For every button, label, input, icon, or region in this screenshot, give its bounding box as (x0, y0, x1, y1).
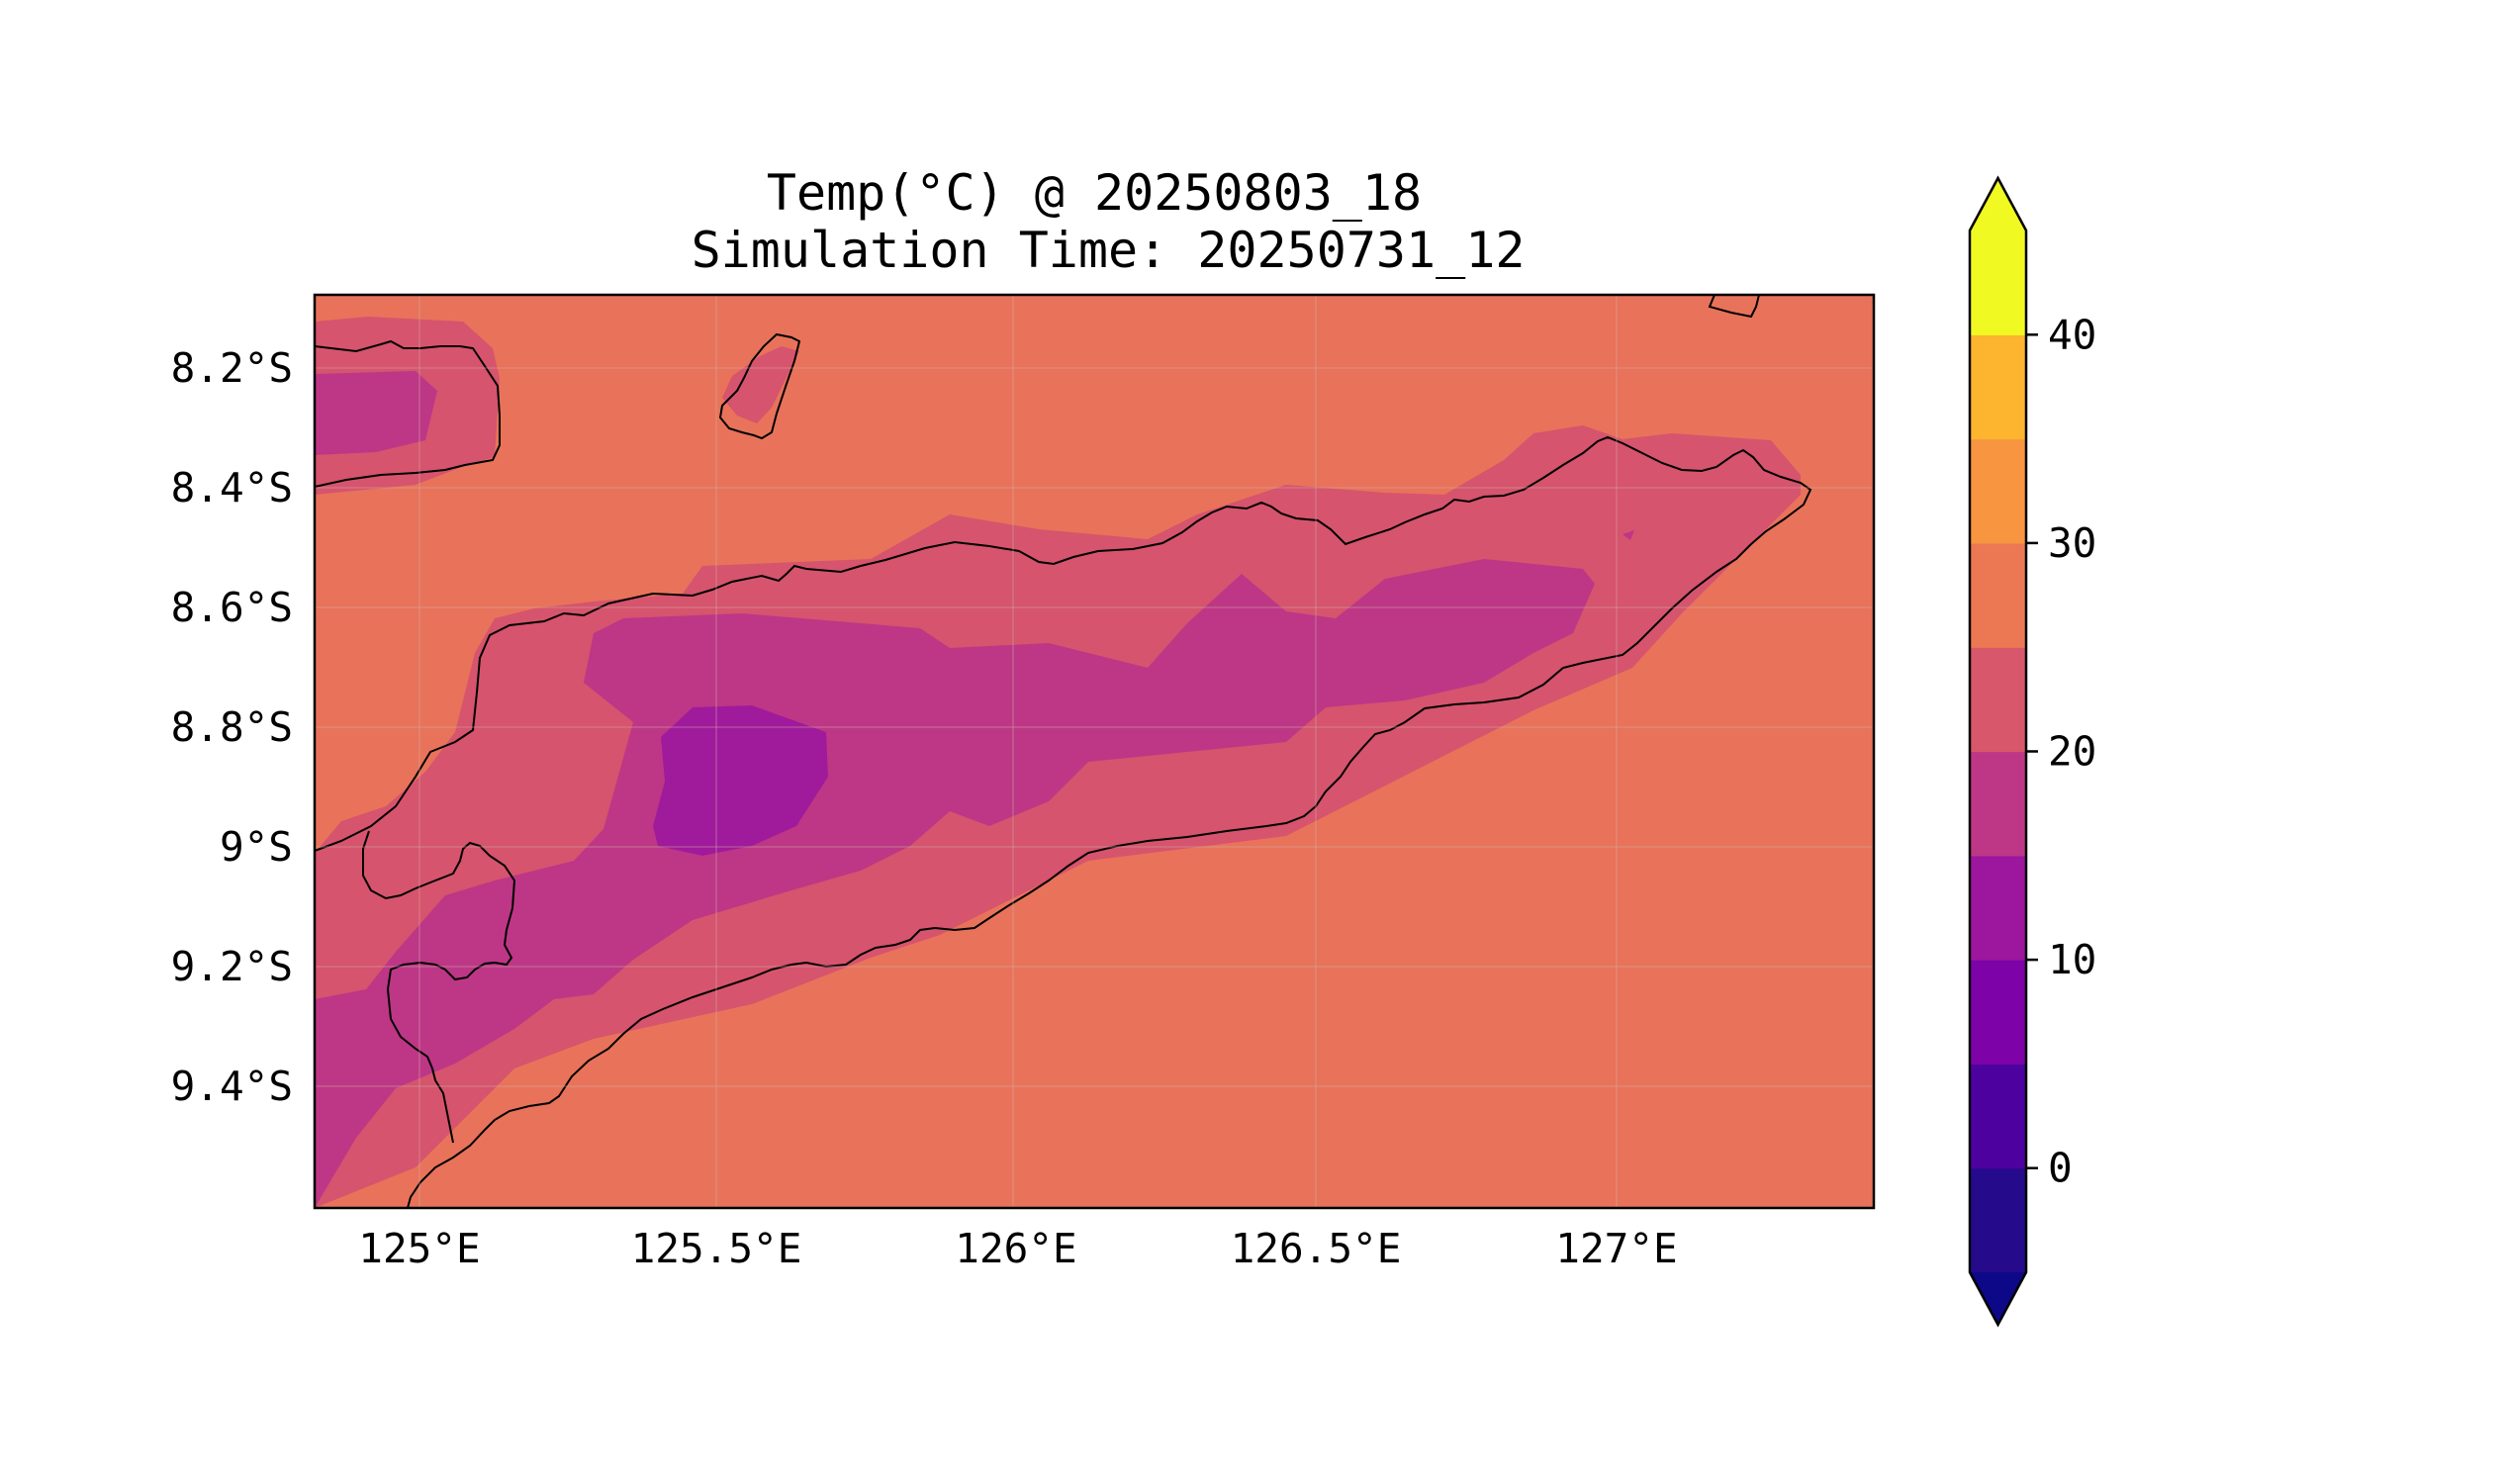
colorbar-ticks: 0 10 20 30 40 (2026, 311, 2096, 1192)
colorbar-band (1970, 438, 2026, 544)
colorbar-under-extension (1970, 1272, 2026, 1325)
colorbar-band (1970, 855, 2026, 961)
colorbar-band (1970, 542, 2026, 648)
colorbar-outline (1968, 175, 2028, 1328)
x-tick-label: 125.5°E (631, 1225, 802, 1272)
x-tick-label: 125°E (358, 1225, 480, 1272)
coastline-northeast-islet (1708, 295, 1760, 319)
map-panel (315, 295, 1874, 1208)
colorbar-tick-label: 10 (2048, 936, 2096, 983)
map-title: Temp(°C) @ 20250803_18 (767, 164, 1422, 222)
x-tick-label: 126.5°E (1231, 1225, 1402, 1272)
y-tick-label: 8.8°S (171, 703, 293, 751)
y-tick-label: 9°S (220, 823, 293, 871)
colorbar-band (1970, 647, 2026, 753)
temp-band-15-20-northwest (315, 371, 437, 455)
colorbar-tick-label: 30 (2048, 519, 2096, 567)
x-axis-labels: 125°E 125.5°E 126°E 126.5°E 127°E (358, 1225, 1677, 1272)
temp-band-15-20-speck (1623, 530, 1634, 540)
map-subtitle: Simulation Time: 20250731_12 (692, 222, 1526, 279)
coastline-wetar (315, 339, 501, 488)
colorbar-band (1970, 1064, 2026, 1169)
colorbar-band (1970, 231, 2026, 335)
x-tick-label: 127°E (1555, 1225, 1677, 1272)
coastline-atauro (718, 332, 801, 440)
colorbar-band (1970, 334, 2026, 440)
colorbar-tick-label: 20 (2048, 728, 2096, 776)
y-tick-label: 8.4°S (171, 464, 293, 511)
temp-band-15-20-main (315, 559, 1595, 1208)
y-axis-labels: 8.2°S 8.4°S 8.6°S 8.8°S 9°S 9.2°S 9.4°S (171, 344, 293, 1110)
coastline-timor-north (315, 435, 1812, 1208)
map-frame (313, 293, 1876, 1210)
coastlines (315, 295, 1812, 1208)
colorbar: 0 10 20 30 40 (1968, 175, 2096, 1328)
temp-band-20-25-island (722, 346, 799, 423)
y-tick-label: 9.2°S (171, 943, 293, 990)
y-tick-label: 8.2°S (171, 344, 293, 392)
colorbar-band (1970, 960, 2026, 1065)
temp-band-10-15 (653, 705, 828, 856)
colorbar-band (1970, 1167, 2026, 1273)
colorbar-bands (1970, 231, 2026, 1273)
y-tick-label: 9.4°S (171, 1063, 293, 1110)
colorbar-band (1970, 751, 2026, 857)
map-gridlines (315, 295, 1874, 1208)
colorbar-over-extension (1970, 178, 2026, 231)
y-tick-label: 8.6°S (171, 584, 293, 631)
x-tick-label: 126°E (955, 1225, 1076, 1272)
coastline-oecusse (362, 830, 516, 1144)
colorbar-tick-label: 0 (2048, 1145, 2073, 1192)
colorbar-tick-label: 40 (2048, 311, 2096, 358)
